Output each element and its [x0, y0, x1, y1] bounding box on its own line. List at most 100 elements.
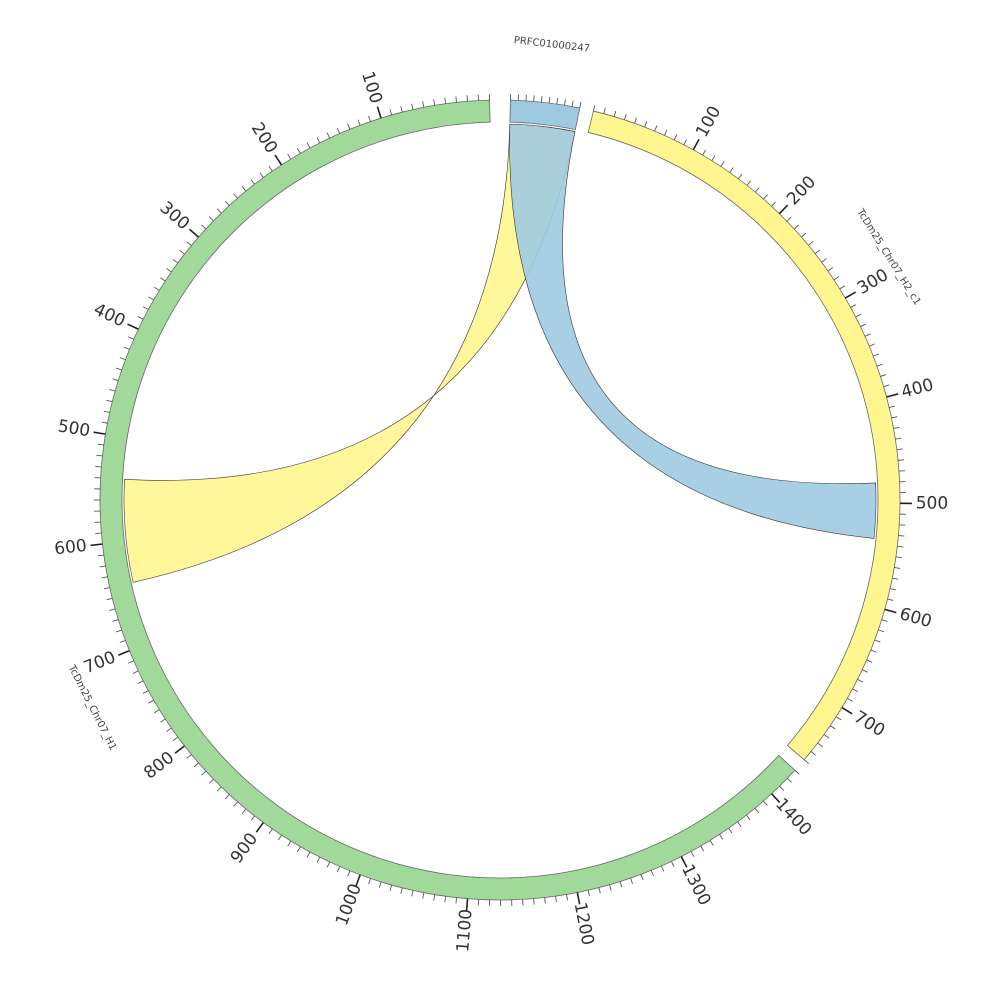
minor-tick-tcdm25-chr07-h1 — [763, 800, 768, 806]
minor-tick-tcdm25-chr07-h2-c1 — [855, 313, 862, 318]
minor-tick-tcdm25-chr07-h1 — [347, 123, 351, 130]
minor-tick-tcdm25-chr07-h2-c1 — [850, 304, 857, 308]
minor-tick-tcdm25-chr07-h1 — [159, 277, 166, 282]
minor-tick-tcdm25-chr07-h1 — [119, 357, 126, 361]
major-tick-tcdm25-chr07-h1 — [376, 106, 382, 119]
minor-tick-tcdm25-chr07-h2-c1 — [729, 167, 734, 173]
major-tick-tcdm25-chr07-h1 — [118, 649, 130, 656]
minor-tick-tcdm25-chr07-h2-c1 — [786, 216, 792, 222]
minor-tick-tcdm25-chr07-h2-c1 — [644, 121, 648, 128]
minor-tick-tcdm25-chr07-h2-c1 — [857, 678, 864, 683]
minor-tick-tcdm25-chr07-h2-c1 — [891, 416, 898, 419]
major-tick-tcdm25-chr07-h2-c1 — [778, 204, 789, 215]
minor-tick-tcdm25-chr07-h1 — [193, 762, 199, 768]
minor-tick-tcdm25-chr07-h1 — [444, 896, 447, 903]
minor-tick-tcdm25-chr07-h2-c1 — [895, 437, 902, 440]
minor-tick-tcdm25-chr07-h2-c1 — [803, 759, 810, 765]
minor-tick-tcdm25-chr07-h1 — [630, 877, 633, 884]
minor-tick-tcdm25-chr07-h1 — [159, 718, 166, 723]
minor-tick-tcdm25-chr07-h1 — [148, 699, 154, 704]
minor-tick-prfc01000247 — [556, 98, 559, 105]
minor-tick-tcdm25-chr07-h1 — [336, 866, 341, 873]
minor-tick-tcdm25-chr07-h2-c1 — [654, 125, 658, 132]
tick-label-tcdm25-chr07-h1: 700 — [81, 647, 119, 678]
minor-tick-tcdm25-chr07-h2-c1 — [603, 107, 606, 114]
minor-tick-tcdm25-chr07-h1 — [97, 554, 104, 557]
minor-tick-tcdm25-chr07-h1 — [233, 801, 238, 807]
tick-label-tcdm25-chr07-h1: 200 — [247, 119, 281, 157]
minor-tick-tcdm25-chr07-h1 — [555, 896, 557, 903]
minor-tick-tcdm25-chr07-h1 — [455, 96, 457, 103]
minor-tick-tcdm25-chr07-h1 — [306, 851, 311, 858]
minor-tick-tcdm25-chr07-h2-c1 — [897, 459, 905, 461]
minor-tick-tcdm25-chr07-h2-c1 — [835, 716, 842, 721]
minor-tick-tcdm25-chr07-h1 — [112, 619, 119, 622]
minor-tick-tcdm25-chr07-h2-c1 — [623, 113, 627, 120]
minor-tick-tcdm25-chr07-h1 — [444, 97, 447, 104]
minor-tick-tcdm25-chr07-h1 — [389, 884, 393, 891]
minor-tick-tcdm25-chr07-h1 — [598, 887, 601, 894]
minor-tick-tcdm25-chr07-h1 — [115, 629, 122, 633]
minor-tick-tcdm25-chr07-h2-c1 — [738, 173, 743, 180]
minor-tick-tcdm25-chr07-h2-c1 — [592, 105, 596, 112]
minor-tick-tcdm25-chr07-h2-c1 — [711, 155, 716, 161]
minor-tick-tcdm25-chr07-h1 — [650, 870, 654, 877]
minor-tick-tcdm25-chr07-h1 — [422, 892, 425, 899]
minor-tick-tcdm25-chr07-h2-c1 — [852, 688, 859, 693]
tick-label-tcdm25-chr07-h2-c1: 100 — [692, 103, 725, 141]
minor-tick-tcdm25-chr07-h1 — [378, 881, 382, 888]
minor-tick-tcdm25-chr07-h1 — [619, 881, 623, 888]
minor-tick-tcdm25-chr07-h2-c1 — [771, 201, 776, 207]
major-tick-tcdm25-chr07-h1 — [274, 154, 283, 166]
minor-tick-tcdm25-chr07-h1 — [101, 421, 108, 424]
minor-tick-tcdm25-chr07-h2-c1 — [897, 545, 904, 548]
major-tick-tcdm25-chr07-h2-c1 — [884, 608, 897, 614]
minor-tick-tcdm25-chr07-h1 — [316, 137, 321, 144]
minor-tick-tcdm25-chr07-h1 — [400, 106, 403, 113]
minor-tick-tcdm25-chr07-h2-c1 — [673, 134, 678, 141]
minor-tick-tcdm25-chr07-h2-c1 — [869, 343, 875, 347]
minor-tick-tcdm25-chr07-h2-c1 — [893, 426, 900, 429]
minor-tick-tcdm25-chr07-h2-c1 — [894, 567, 901, 569]
chord-ticks — [90, 94, 912, 911]
major-tick-tcdm25-chr07-h1 — [127, 323, 139, 330]
minor-tick-tcdm25-chr07-h1 — [208, 778, 214, 784]
minor-tick-tcdm25-chr07-h1 — [142, 690, 149, 694]
minor-tick-tcdm25-chr07-h1 — [533, 898, 535, 905]
minor-tick-tcdm25-chr07-h1 — [103, 587, 110, 590]
minor-tick-tcdm25-chr07-h1 — [700, 845, 705, 852]
minor-tick-tcdm25-chr07-h2-c1 — [683, 139, 687, 145]
minor-tick-tcdm25-chr07-h1 — [326, 861, 331, 868]
minor-tick-tcdm25-chr07-h1 — [277, 834, 282, 841]
minor-tick-tcdm25-chr07-h2-c1 — [864, 333, 871, 337]
minor-tick-tcdm25-chr07-h1 — [166, 727, 172, 732]
minor-tick-tcdm25-chr07-h1 — [241, 186, 247, 192]
minor-tick-tcdm25-chr07-h2-c1 — [823, 734, 830, 739]
minor-tick-tcdm25-chr07-h1 — [216, 208, 222, 214]
minor-tick-tcdm25-chr07-h2-c1 — [793, 224, 800, 230]
minor-tick-tcdm25-chr07-h1 — [455, 897, 458, 904]
tick-label-tcdm25-chr07-h2-c1: 300 — [854, 265, 892, 299]
major-tick-tcdm25-chr07-h2-c1 — [886, 393, 899, 398]
tick-label-tcdm25-chr07-h1: 300 — [156, 198, 194, 234]
minor-tick-tcdm25-chr07-h2-c1 — [830, 725, 836, 730]
minor-tick-tcdm25-chr07-h1 — [671, 861, 675, 868]
minor-tick-tcdm25-chr07-h1 — [101, 576, 108, 579]
minor-tick-tcdm25-chr07-h2-c1 — [895, 556, 902, 559]
minor-tick-tcdm25-chr07-h2-c1 — [833, 276, 840, 281]
minor-tick-tcdm25-chr07-h1 — [208, 216, 214, 222]
minor-tick-tcdm25-chr07-h1 — [368, 878, 372, 885]
minor-tick-tcdm25-chr07-h2-c1 — [876, 363, 883, 367]
minor-tick-tcdm25-chr07-h1 — [411, 890, 414, 897]
minor-tick-tcdm25-chr07-h2-c1 — [634, 117, 638, 124]
minor-tick-tcdm25-chr07-h1 — [153, 286, 160, 291]
tick-label-tcdm25-chr07-h1: 1100 — [453, 908, 476, 953]
minor-tick-tcdm25-chr07-h2-c1 — [860, 323, 867, 327]
segment-arc-prfc01000247 — [509, 99, 581, 131]
minor-tick-tcdm25-chr07-h1 — [96, 454, 103, 457]
minor-tick-tcdm25-chr07-h1 — [287, 840, 292, 847]
minor-tick-tcdm25-chr07-h1 — [587, 890, 590, 897]
minor-tick-tcdm25-chr07-h1 — [106, 597, 113, 601]
minor-tick-tcdm25-chr07-h1 — [233, 193, 238, 199]
minor-tick-tcdm25-chr07-h2-c1 — [814, 249, 821, 255]
